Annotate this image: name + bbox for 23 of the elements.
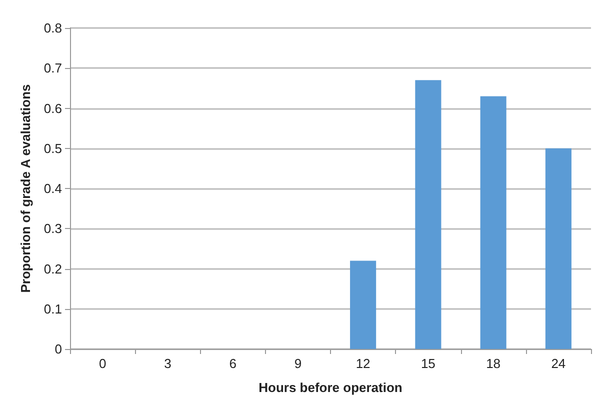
x-tick-label: 0: [98, 356, 106, 371]
x-tick-label: 18: [486, 356, 501, 371]
bar: [415, 80, 442, 349]
x-axis-title: Hours before operation: [258, 380, 402, 395]
y-tick-label: 0.4: [44, 181, 62, 196]
y-tick-label: 0.8: [44, 20, 62, 36]
y-tick-label: 0.5: [44, 140, 62, 156]
x-tick-label: 9: [294, 356, 302, 371]
y-tick-label: 0: [54, 342, 62, 356]
bar: [350, 260, 376, 349]
y-tick-label: 0.3: [44, 221, 62, 236]
bar: [545, 148, 572, 349]
y-tick-label: 0.2: [44, 261, 62, 276]
bar: [480, 96, 506, 349]
x-tick-label: 6: [229, 356, 236, 371]
y-tick-label: 0.1: [44, 301, 62, 316]
x-tick-label: 3: [164, 356, 172, 371]
y-tick-label: 0.7: [44, 60, 62, 76]
y-axis-title: Proportion of grade A evaluations: [18, 84, 33, 293]
x-tick-label: 15: [420, 356, 436, 371]
x-tick-label: 24: [551, 356, 566, 371]
y-tick-label: 0.6: [44, 100, 62, 116]
x-tick-label: 12: [356, 356, 370, 371]
